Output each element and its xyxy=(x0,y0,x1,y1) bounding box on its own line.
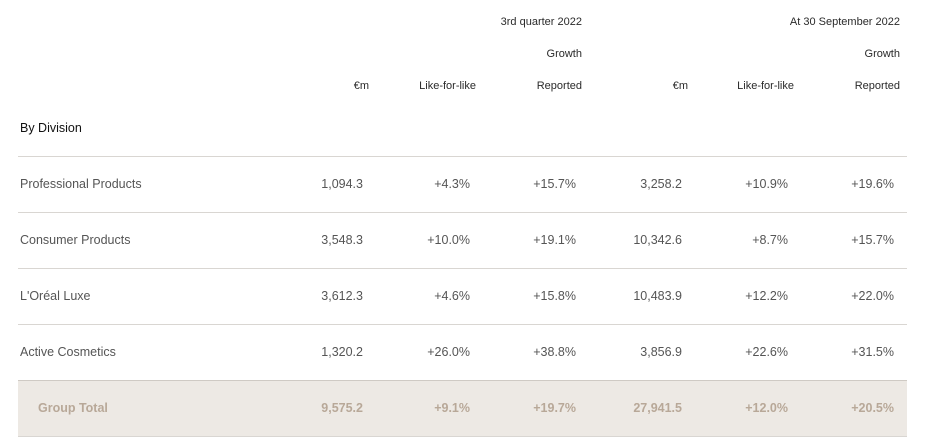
q3-reported-cell: +15.8% xyxy=(533,289,576,303)
ytd-lfl-cell: +10.9% xyxy=(745,177,788,191)
ytd-reported-cell: +22.0% xyxy=(851,289,894,303)
ytd-reported-cell: +31.5% xyxy=(851,345,894,359)
division-name: Consumer Products xyxy=(20,233,131,247)
q3-reported-cell: +19.1% xyxy=(533,233,576,247)
q3-eur-cell: 1,094.3 xyxy=(321,177,363,191)
division-name: L'Oréal Luxe xyxy=(20,289,91,303)
ytd-lfl-total: +12.0% xyxy=(745,401,788,415)
ytd-eur-total: 27,941.5 xyxy=(633,401,682,415)
table-row: Consumer Products 3,548.3 +10.0% +19.1% … xyxy=(18,212,907,268)
ytd-reported-header: Reported xyxy=(854,80,900,92)
section-title: By Division xyxy=(20,121,82,135)
q3-lfl-cell: +4.3% xyxy=(434,177,470,191)
ytd-reported-cell: +19.6% xyxy=(851,177,894,191)
q3-lfl-cell: +26.0% xyxy=(427,345,470,359)
ytd-eur-cell: 10,483.9 xyxy=(633,289,682,303)
q3-reported-header: Reported xyxy=(536,80,582,92)
q3-reported-cell: +15.7% xyxy=(533,177,576,191)
ytd-lfl-cell: +22.6% xyxy=(745,345,788,359)
table-row: L'Oréal Luxe 3,612.3 +4.6% +15.8% 10,483… xyxy=(18,268,907,324)
q3-lfl-cell: +10.0% xyxy=(427,233,470,247)
q3-lfl-total: +9.1% xyxy=(434,401,470,415)
table-header: 3rd quarter 2022 At 30 September 2022 Gr… xyxy=(18,0,907,156)
division-name: Active Cosmetics xyxy=(20,345,116,359)
total-label: Group Total xyxy=(38,401,108,415)
ytd-eur-header: €m xyxy=(672,80,688,92)
q3-reported-total: +19.7% xyxy=(533,401,576,415)
q3-lfl-cell: +4.6% xyxy=(434,289,470,303)
ytd-lfl-header: Like-for-like xyxy=(737,80,794,92)
ytd-reported-cell: +15.7% xyxy=(851,233,894,247)
ytd-reported-total: +20.5% xyxy=(851,401,894,415)
ytd-growth-label: Growth xyxy=(864,48,900,60)
table-row: Professional Products 1,094.3 +4.3% +15.… xyxy=(18,156,907,212)
ytd-lfl-cell: +12.2% xyxy=(745,289,788,303)
division-sales-table: 3rd quarter 2022 At 30 September 2022 Gr… xyxy=(18,0,907,437)
q3-lfl-header: Like-for-like xyxy=(419,80,476,92)
q3-eur-header: €m xyxy=(353,80,369,92)
q3-eur-cell: 1,320.2 xyxy=(321,345,363,359)
q3-growth-label: Growth xyxy=(546,48,582,60)
division-name: Professional Products xyxy=(20,177,142,191)
ytd-period-title: At 30 September 2022 xyxy=(789,16,900,28)
q3-period-title: 3rd quarter 2022 xyxy=(500,16,582,28)
ytd-eur-cell: 3,856.9 xyxy=(640,345,682,359)
ytd-eur-cell: 3,258.2 xyxy=(640,177,682,191)
group-total-row: Group Total 9,575.2 +9.1% +19.7% 27,941.… xyxy=(18,380,907,437)
q3-reported-cell: +38.8% xyxy=(533,345,576,359)
table-row: Active Cosmetics 1,320.2 +26.0% +38.8% 3… xyxy=(18,324,907,380)
ytd-eur-cell: 10,342.6 xyxy=(633,233,682,247)
q3-eur-total: 9,575.2 xyxy=(321,401,363,415)
ytd-lfl-cell: +8.7% xyxy=(752,233,788,247)
q3-eur-cell: 3,548.3 xyxy=(321,233,363,247)
q3-eur-cell: 3,612.3 xyxy=(321,289,363,303)
